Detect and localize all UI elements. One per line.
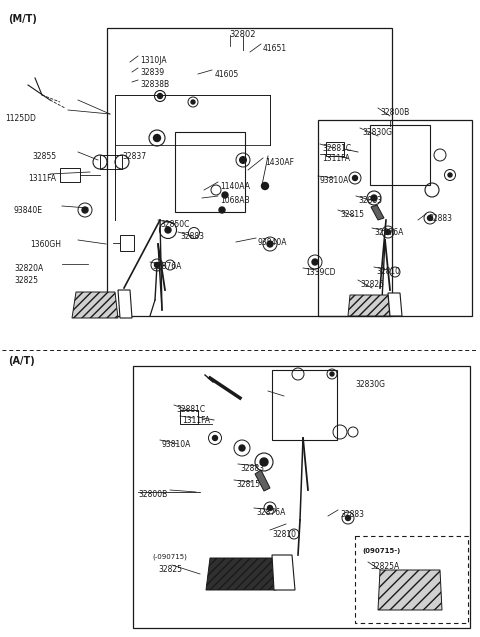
Text: 1311FA: 1311FA xyxy=(182,416,210,425)
Circle shape xyxy=(385,229,391,234)
Text: 32800B: 32800B xyxy=(138,490,167,499)
Bar xyxy=(107,28,392,316)
Circle shape xyxy=(191,100,195,104)
Polygon shape xyxy=(255,470,270,491)
Text: 32883: 32883 xyxy=(180,232,204,241)
Bar xyxy=(318,120,472,316)
Text: 32876A: 32876A xyxy=(256,508,286,517)
Text: 32830G: 32830G xyxy=(362,128,392,137)
Circle shape xyxy=(448,173,452,177)
Text: 93810A: 93810A xyxy=(320,176,349,185)
Text: 1360GH: 1360GH xyxy=(30,240,61,249)
Text: 32810: 32810 xyxy=(272,530,296,539)
Circle shape xyxy=(262,182,268,189)
Text: 32883: 32883 xyxy=(428,214,452,223)
Text: 93840A: 93840A xyxy=(258,238,288,247)
Circle shape xyxy=(155,262,159,268)
Bar xyxy=(326,142,344,156)
Text: 32839: 32839 xyxy=(140,68,164,77)
Text: 1125DD: 1125DD xyxy=(5,114,36,123)
Circle shape xyxy=(240,157,247,164)
Circle shape xyxy=(346,515,350,520)
Circle shape xyxy=(157,94,163,99)
Circle shape xyxy=(219,207,225,213)
Circle shape xyxy=(371,195,377,201)
Text: 32815: 32815 xyxy=(236,480,260,489)
Text: 32825: 32825 xyxy=(158,565,182,574)
Text: 1140AA: 1140AA xyxy=(220,182,250,191)
Polygon shape xyxy=(378,570,442,610)
Text: 1339CD: 1339CD xyxy=(305,268,336,277)
Text: 1068AB: 1068AB xyxy=(220,196,250,205)
Circle shape xyxy=(165,227,171,233)
Circle shape xyxy=(222,192,228,198)
Polygon shape xyxy=(348,295,390,316)
Circle shape xyxy=(213,436,217,441)
Text: 32802: 32802 xyxy=(230,30,256,39)
Text: 41651: 41651 xyxy=(263,44,287,53)
Text: 32881C: 32881C xyxy=(176,405,205,414)
Circle shape xyxy=(260,458,268,466)
Bar xyxy=(120,235,134,251)
Text: 93810A: 93810A xyxy=(162,440,192,449)
Circle shape xyxy=(267,506,273,510)
Bar xyxy=(370,125,430,185)
Polygon shape xyxy=(388,293,402,316)
Text: 32881C: 32881C xyxy=(322,144,351,153)
Text: 32800B: 32800B xyxy=(380,108,409,117)
Text: (M/T): (M/T) xyxy=(8,14,37,24)
Text: (090715-): (090715-) xyxy=(362,548,400,554)
Text: 32825A: 32825A xyxy=(370,562,399,571)
Polygon shape xyxy=(371,205,384,220)
Text: (A/T): (A/T) xyxy=(8,356,35,366)
Polygon shape xyxy=(72,292,118,318)
Bar xyxy=(355,536,468,623)
Text: 41605: 41605 xyxy=(215,70,239,79)
Bar xyxy=(100,155,122,169)
Text: 32825: 32825 xyxy=(360,280,384,289)
Text: 32837: 32837 xyxy=(122,152,146,161)
Circle shape xyxy=(312,259,318,265)
Text: 32883: 32883 xyxy=(240,464,264,473)
Polygon shape xyxy=(118,290,132,318)
Circle shape xyxy=(154,134,160,141)
Text: 32876A: 32876A xyxy=(152,262,181,271)
Polygon shape xyxy=(206,558,276,590)
Circle shape xyxy=(267,241,273,247)
Text: 32810: 32810 xyxy=(376,267,400,276)
Polygon shape xyxy=(272,555,295,590)
Text: 32830G: 32830G xyxy=(355,380,385,389)
Text: 32820A: 32820A xyxy=(14,264,43,273)
Text: 1430AF: 1430AF xyxy=(265,158,294,167)
Bar xyxy=(180,410,198,424)
Text: 32876A: 32876A xyxy=(374,228,403,237)
Bar xyxy=(272,370,337,440)
Text: 1311FA: 1311FA xyxy=(28,174,56,183)
Text: 1311FA: 1311FA xyxy=(322,154,350,163)
Circle shape xyxy=(352,176,358,180)
Text: (-090715): (-090715) xyxy=(152,554,187,561)
Circle shape xyxy=(82,207,88,213)
Bar xyxy=(133,366,470,628)
Text: 32855: 32855 xyxy=(32,152,56,161)
Text: 93840E: 93840E xyxy=(14,206,43,215)
Text: 32883: 32883 xyxy=(358,196,382,205)
Text: 32815: 32815 xyxy=(340,210,364,219)
Text: 1310JA: 1310JA xyxy=(140,56,167,65)
Text: 32850C: 32850C xyxy=(160,220,190,229)
Bar xyxy=(175,132,245,212)
Text: 32825: 32825 xyxy=(14,276,38,285)
Circle shape xyxy=(330,372,334,376)
Text: 32838B: 32838B xyxy=(140,80,169,89)
Circle shape xyxy=(239,445,245,451)
Circle shape xyxy=(428,215,432,220)
Text: 32883: 32883 xyxy=(340,510,364,519)
Bar xyxy=(60,168,80,182)
